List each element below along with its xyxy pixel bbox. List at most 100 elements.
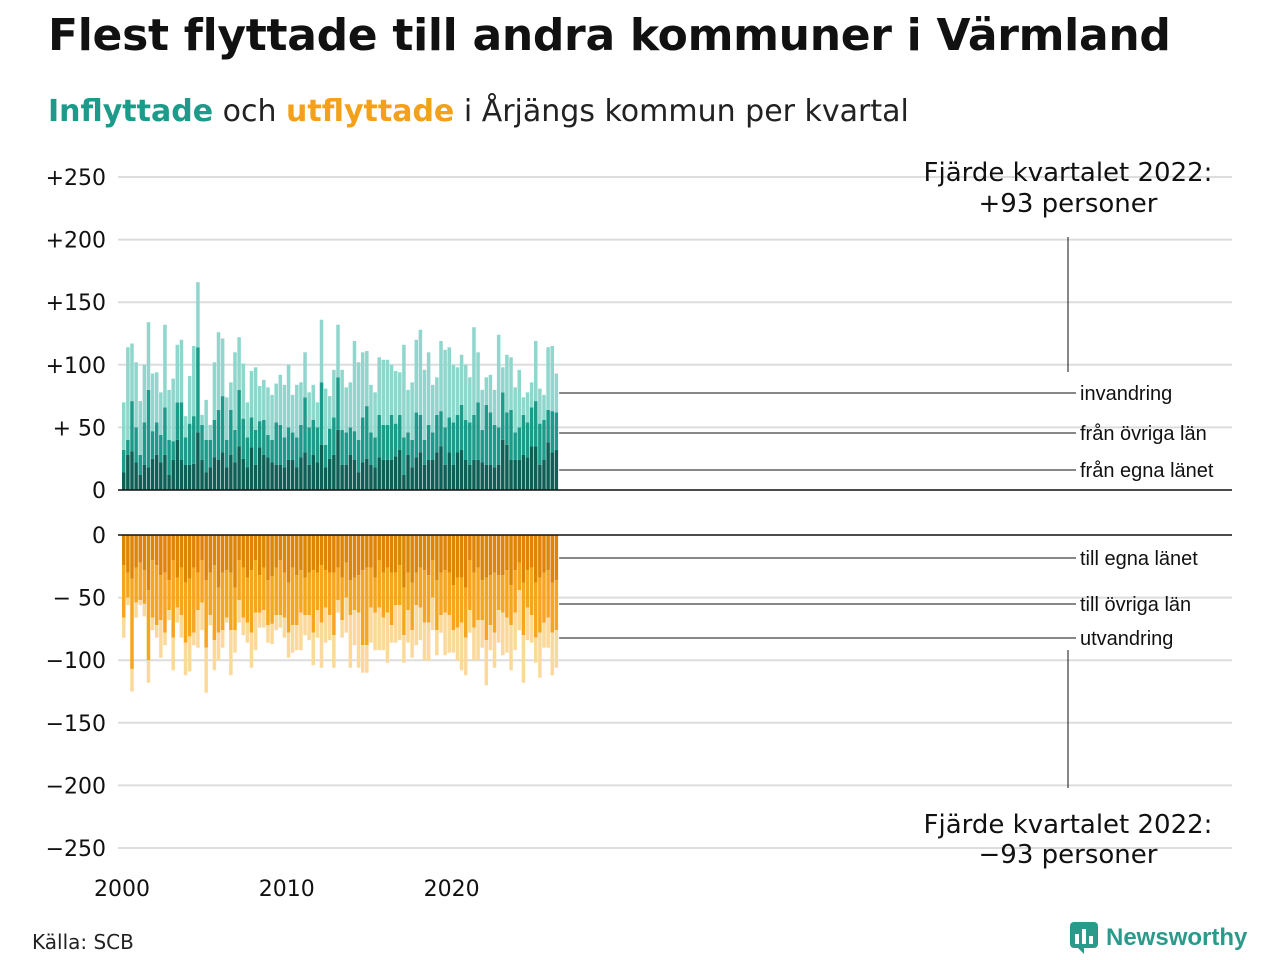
bar-out-segment <box>249 570 254 633</box>
y-tick-label-bottom: − 50 <box>53 587 106 612</box>
bar-out-segment <box>163 535 167 573</box>
bar-out-segment <box>356 535 361 576</box>
bar-in-segment <box>402 344 406 438</box>
bar-in-segment <box>229 454 233 490</box>
bar-out-segment <box>229 572 233 631</box>
bar-in-segment <box>154 422 159 455</box>
bar-out-segment <box>311 632 316 666</box>
bar-out-segment <box>290 567 295 626</box>
bar-in-segment <box>455 367 460 415</box>
bar-out-segment <box>492 632 497 668</box>
bar-out-segment <box>150 617 155 631</box>
bar-out-segment <box>307 572 311 616</box>
bar-in-segment <box>241 418 245 459</box>
newsworthy-logo-icon <box>1070 922 1098 954</box>
bar-in-segment <box>204 399 208 440</box>
bar-in-segment <box>307 392 311 428</box>
bar-out-segment <box>521 582 526 636</box>
bar-in-segment <box>468 422 472 465</box>
bar-in-segment <box>488 374 493 413</box>
bar-out-segment <box>340 620 344 638</box>
bar-out-segment <box>266 625 270 643</box>
bar-in-segment <box>393 371 398 424</box>
bar-out-segment <box>402 535 406 588</box>
bar-in-segment <box>422 369 427 440</box>
bar-in-segment <box>200 424 204 460</box>
bar-out-segment <box>542 535 546 573</box>
bar-in-segment <box>447 347 451 418</box>
bar-out-segment <box>253 535 258 561</box>
bar-out-segment <box>278 615 283 628</box>
bar-out-segment <box>529 615 534 643</box>
bar-in-segment <box>365 351 369 407</box>
bar-in-segment <box>431 432 435 460</box>
bar-out-segment <box>340 535 344 578</box>
bar-in-segment <box>154 372 159 423</box>
bar-out-segment <box>303 615 307 636</box>
bar-out-segment <box>266 580 270 626</box>
bar-out-segment <box>492 572 497 633</box>
bar-out-segment <box>509 585 513 626</box>
bar-out-segment <box>418 567 423 608</box>
x-tick-label: 2000 <box>94 877 150 902</box>
bar-in-segment <box>290 432 295 460</box>
bar-out-segment <box>134 535 138 568</box>
bar-in-segment <box>360 462 365 490</box>
bar-in-segment <box>225 397 229 440</box>
bar-in-segment <box>373 437 377 468</box>
bar-out-segment <box>348 615 353 668</box>
bar-out-segment <box>398 565 402 606</box>
bar-out-segment <box>328 615 332 641</box>
bar-in-segment <box>365 406 369 459</box>
bar-out-segment <box>130 578 134 669</box>
bar-in-segment <box>303 352 307 398</box>
bar-in-segment <box>352 459 357 490</box>
bar-in-segment <box>517 427 522 460</box>
bar-in-segment <box>505 354 509 413</box>
bar-in-segment <box>377 357 381 415</box>
bar-in-segment <box>492 424 497 468</box>
bar-out-segment <box>377 535 381 561</box>
bar-in-segment <box>299 424 303 458</box>
bar-in-segment <box>328 428 332 459</box>
bar-out-segment <box>332 572 336 636</box>
bar-in-segment <box>393 456 398 490</box>
subtitle-and-word: och <box>222 94 277 129</box>
bar-in-segment <box>282 467 287 490</box>
bar-out-segment <box>262 567 266 611</box>
bar-in-segment <box>241 458 245 490</box>
bar-in-segment <box>154 454 159 490</box>
bar-in-segment <box>220 396 225 453</box>
bar-out-segment <box>360 645 365 673</box>
bar-in-segment <box>142 464 147 490</box>
bar-in-segment <box>208 424 213 440</box>
bar-in-segment <box>369 432 373 465</box>
series-label-out: till övriga län <box>1080 594 1191 616</box>
bar-out-segment <box>315 572 320 611</box>
brand-name: Newsworthy <box>1106 924 1248 951</box>
bar-out-segment <box>476 567 480 621</box>
bar-in-segment <box>414 457 419 490</box>
bar-in-segment <box>179 339 184 403</box>
bar-out-segment <box>538 577 542 633</box>
bar-in-segment <box>369 384 373 433</box>
bar-out-segment <box>360 535 365 571</box>
bar-in-segment <box>220 338 225 397</box>
bar-in-segment <box>196 347 200 433</box>
bar-out-segment <box>484 577 489 641</box>
bar-in-segment <box>249 447 254 490</box>
bar-out-segment <box>455 627 460 661</box>
bar-in-segment <box>538 423 542 465</box>
bar-in-segment <box>463 459 468 490</box>
bar-out-segment <box>373 535 377 578</box>
brand-logo: Newsworthy <box>1070 922 1247 954</box>
bar-in-segment <box>455 414 460 453</box>
bar-out-segment <box>385 535 390 568</box>
bar-in-segment <box>459 404 464 450</box>
bar-out-segment <box>344 535 348 563</box>
bar-out-segment <box>286 582 291 633</box>
bar-out-segment <box>484 535 489 578</box>
bar-in-segment <box>484 377 489 405</box>
bar-in-segment <box>142 364 147 423</box>
bar-out-segment <box>204 535 208 581</box>
